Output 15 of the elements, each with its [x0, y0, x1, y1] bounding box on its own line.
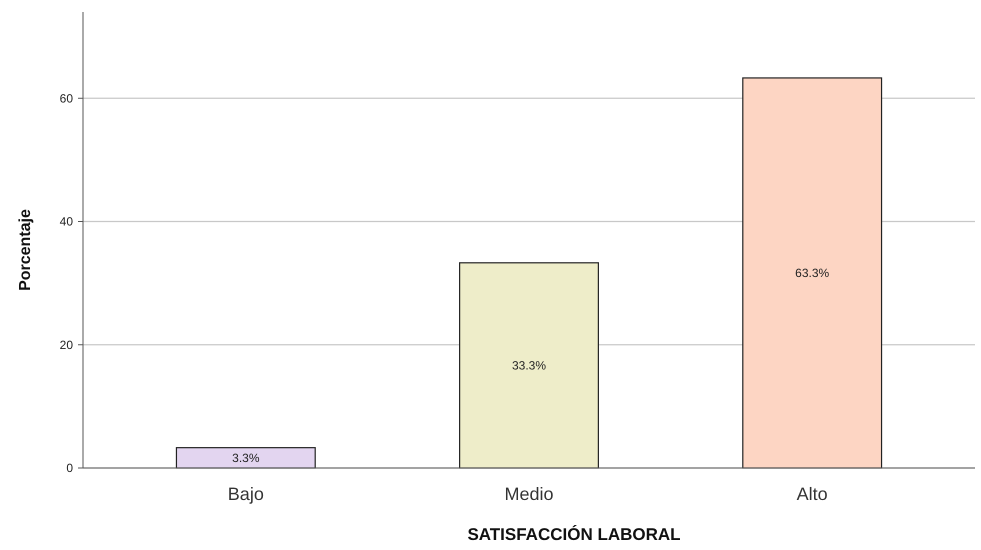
- data-label: 63.3%: [795, 266, 830, 280]
- data-label: 33.3%: [512, 358, 546, 372]
- y-tick-label: 20: [60, 338, 74, 352]
- y-tick-label: 60: [60, 91, 74, 106]
- bar: [742, 77, 882, 469]
- x-tick-label: Bajo: [228, 484, 264, 504]
- data-label: 3.3%: [232, 450, 260, 465]
- x-axis-title: SATISFACCIÓN LABORAL: [467, 524, 681, 544]
- y-tick-label: 40: [60, 214, 74, 229]
- y-axis-title: Porcentaje: [17, 208, 34, 291]
- bar: [176, 447, 316, 469]
- bar: [459, 262, 599, 469]
- y-tick-label: 0: [66, 461, 74, 475]
- x-tick-label: Medio: [504, 484, 554, 504]
- x-tick-label: Alto: [796, 484, 828, 504]
